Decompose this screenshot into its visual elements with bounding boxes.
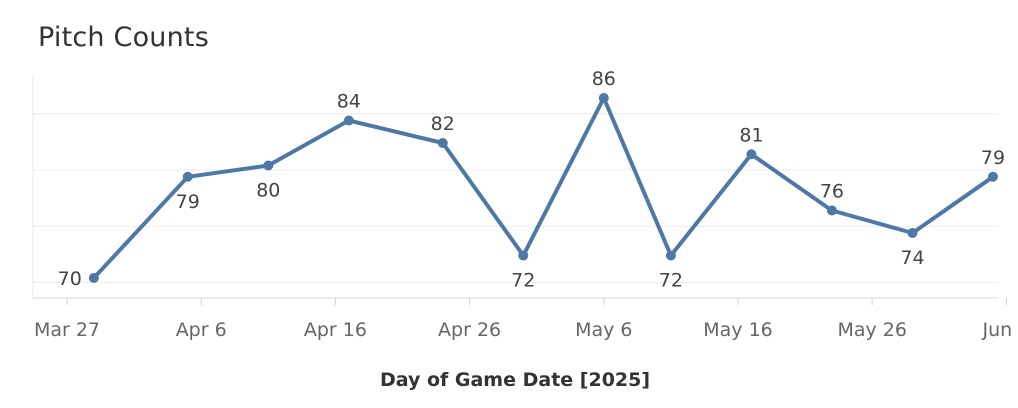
x-tick-label: Apr 6 <box>176 319 227 341</box>
data-point[interactable] <box>826 205 837 216</box>
data-label: 79 <box>981 147 1005 169</box>
data-point[interactable] <box>987 171 998 182</box>
data-label: 70 <box>58 268 82 290</box>
x-tick-label: Mar 27 <box>34 319 100 341</box>
series-line <box>91 96 995 280</box>
data-point[interactable] <box>263 160 274 171</box>
data-point[interactable] <box>182 171 193 182</box>
data-labels: 70 79 80 84 82 72 86 72 81 76 74 79 <box>58 68 1005 292</box>
data-point[interactable] <box>88 273 99 283</box>
chart-title: Pitch Counts <box>38 22 209 53</box>
data-label: 76 <box>820 181 844 203</box>
x-tick-label: May 16 <box>703 319 773 341</box>
x-tick-label: Apr 16 <box>304 319 367 341</box>
x-tick-labels: Mar 27 Apr 6 Apr 16 Apr 26 May 6 May 16 May 26… <box>34 319 1018 341</box>
data-label: 79 <box>176 191 200 213</box>
data-label: 80 <box>256 180 280 202</box>
x-tick-label: May 26 <box>837 319 907 341</box>
data-point[interactable] <box>598 93 609 103</box>
data-point[interactable] <box>437 138 448 148</box>
gridlines <box>33 113 998 283</box>
x-tick-label: May 6 <box>575 319 632 341</box>
data-label: 74 <box>900 247 924 269</box>
x-axis <box>32 75 1007 305</box>
data-label: 84 <box>337 91 361 113</box>
data-label: 72 <box>659 270 683 292</box>
data-points <box>88 93 998 283</box>
data-label: 81 <box>739 124 763 146</box>
data-label: 82 <box>431 113 455 135</box>
x-axis-label: Day of Game Date [2025] <box>380 369 650 391</box>
data-point[interactable] <box>907 228 918 238</box>
x-tick-label: Jun 5 <box>981 319 1018 341</box>
x-tick-label: Apr 26 <box>438 319 501 341</box>
data-point[interactable] <box>746 149 757 160</box>
data-point[interactable] <box>518 250 529 261</box>
data-label: 86 <box>592 68 616 90</box>
data-point[interactable] <box>665 250 676 261</box>
data-point[interactable] <box>343 115 354 126</box>
data-label: 72 <box>511 270 535 292</box>
